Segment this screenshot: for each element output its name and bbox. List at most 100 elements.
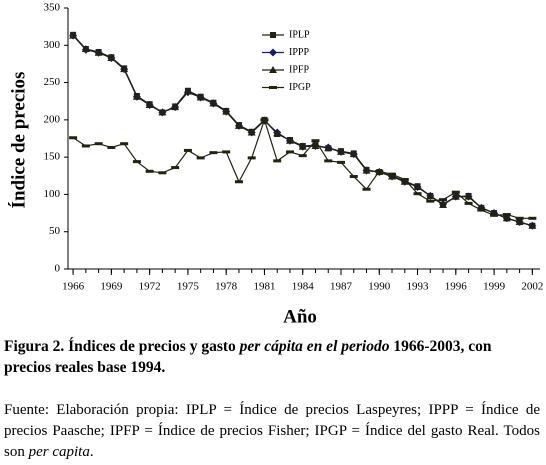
marker-triangle (107, 53, 116, 61)
marker-triangle (183, 87, 192, 95)
y-tick-label: 150 (44, 151, 61, 163)
marker-triangle (464, 192, 473, 200)
marker-dash (234, 180, 243, 184)
caption: Figura 2. Índices de precios y gasto per… (4, 336, 540, 378)
marker-dash (311, 139, 320, 143)
marker-triangle (171, 103, 180, 111)
x-tick-label: 1969 (100, 281, 123, 293)
marker-triangle (132, 92, 141, 100)
marker-triangle (298, 142, 307, 150)
y-tick-label: 50 (49, 225, 61, 237)
marker-dash (375, 169, 384, 173)
legend-label: IPLP (289, 29, 310, 40)
x-tick-label: 1984 (292, 281, 315, 293)
legend-label: IPGP (289, 82, 311, 93)
marker-triangle (158, 108, 167, 116)
marker-dash (426, 199, 435, 203)
y-tick-label: 300 (44, 39, 61, 51)
y-tick-label: 250 (44, 76, 61, 88)
marker-triangle (400, 177, 409, 185)
marker-triangle (247, 128, 256, 136)
marker-dash (413, 192, 422, 196)
x-tick-label: 1975 (177, 281, 200, 293)
marker-dash (349, 175, 358, 179)
marker-dash (502, 213, 511, 217)
chart: Índice de precios Año 0 50 100 150 200 250 300… (7, 2, 543, 328)
marker-dash (336, 160, 345, 164)
marker-dash (477, 208, 486, 212)
marker-dash (222, 150, 231, 154)
source: Fuente: Elaboración propia: IPLP = Índic… (4, 400, 540, 463)
marker-triangle (120, 65, 129, 73)
marker-dash (388, 172, 397, 176)
marker-square (270, 32, 276, 38)
x-tick-label: 1990 (368, 281, 391, 293)
marker-triangle (528, 221, 537, 229)
marker-dash (247, 156, 256, 160)
source-text: Fuente: Elaboración propia: IPLP = Índic… (4, 402, 540, 460)
marker-dash (464, 201, 473, 205)
marker-triangle (336, 147, 345, 155)
source-italic: per capita (28, 444, 90, 460)
marker-triangle (285, 136, 294, 144)
marker-triangle (222, 107, 231, 115)
marker-diamond (269, 48, 277, 57)
x-axis-label: Año (283, 306, 317, 327)
marker-triangle (515, 218, 524, 226)
x-tick-label: 1972 (139, 281, 161, 293)
y-tick-label: 100 (44, 188, 61, 200)
caption-text: Figura 2. Índices de precios y gasto (4, 338, 240, 355)
marker-triangle (502, 214, 511, 222)
marker-dash (439, 198, 448, 202)
caption-italic: per cápita en el periodo (239, 338, 390, 355)
x-tick-label: 1987 (330, 281, 353, 293)
marker-triangle (273, 129, 282, 137)
x-tick-label: 1966 (62, 281, 85, 293)
marker-triangle (69, 31, 78, 39)
marker-dash (209, 151, 218, 155)
marker-dash (81, 144, 90, 148)
marker-dash (107, 145, 116, 149)
marker-triangle (234, 121, 243, 129)
x-tick-label: 1981 (253, 281, 275, 293)
source-text: . (89, 444, 94, 460)
marker-dash (273, 159, 282, 163)
marker-triangle (94, 48, 103, 56)
marker-dash (451, 190, 460, 194)
marker-triangle (362, 166, 371, 174)
marker-triangle (426, 191, 435, 199)
marker-triangle (269, 66, 277, 73)
x-tick-label: 1996 (445, 281, 468, 293)
marker-dash (269, 86, 277, 89)
marker-triangle (388, 172, 397, 180)
marker-dash (120, 142, 129, 146)
marker-dash (158, 171, 167, 175)
marker-triangle (349, 150, 358, 158)
marker-dash (183, 148, 192, 152)
marker-triangle (81, 45, 90, 53)
marker-triangle (311, 141, 320, 149)
marker-dash (362, 187, 371, 191)
legend-label: IPPP (289, 47, 309, 58)
x-tick-label: 1999 (483, 281, 506, 293)
marker-triangle (324, 144, 333, 152)
y-tick-label: 200 (44, 113, 61, 125)
marker-triangle (451, 192, 460, 200)
x-tick-label: 1978 (215, 281, 238, 293)
marker-dash (400, 178, 409, 182)
marker-dash (490, 213, 499, 217)
marker-dash (515, 216, 524, 220)
marker-dash (69, 136, 78, 140)
marker-triangle (196, 93, 205, 101)
marker-dash (528, 216, 537, 220)
marker-dash (132, 160, 141, 164)
marker-dash (298, 154, 307, 158)
marker-dash (324, 159, 333, 163)
y-tick-label: 0 (55, 263, 61, 275)
marker-dash (145, 169, 154, 173)
marker-dash (260, 118, 269, 122)
marker-triangle (145, 100, 154, 108)
y-axis-label: Índice de precios (7, 72, 29, 209)
y-tick-label: 350 (44, 2, 61, 14)
